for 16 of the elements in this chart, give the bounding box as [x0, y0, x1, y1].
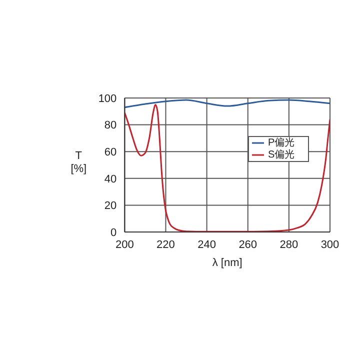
- x-tick-label: 240: [198, 238, 216, 251]
- y-axis-title: T [%]: [70, 150, 87, 175]
- x-tick-label: 300: [320, 238, 340, 251]
- x-tick-label: 200: [115, 238, 134, 251]
- y-tick-label: 20: [104, 200, 117, 212]
- x-tick-label: 220: [156, 238, 175, 251]
- y-tick-label: 80: [104, 120, 117, 132]
- x-axis-title: λ [nm]: [212, 257, 242, 269]
- x-tick-label: 280: [280, 238, 298, 251]
- y-tick-label: 100: [98, 92, 117, 105]
- y-tick-label: 0: [110, 226, 117, 239]
- y-tick-label: 40: [104, 173, 117, 186]
- legend-label: S偏光: [268, 150, 295, 161]
- y-tick-label: 60: [104, 146, 117, 159]
- x-tick-label: 260: [238, 238, 258, 251]
- legend-label: P偏光: [268, 138, 295, 149]
